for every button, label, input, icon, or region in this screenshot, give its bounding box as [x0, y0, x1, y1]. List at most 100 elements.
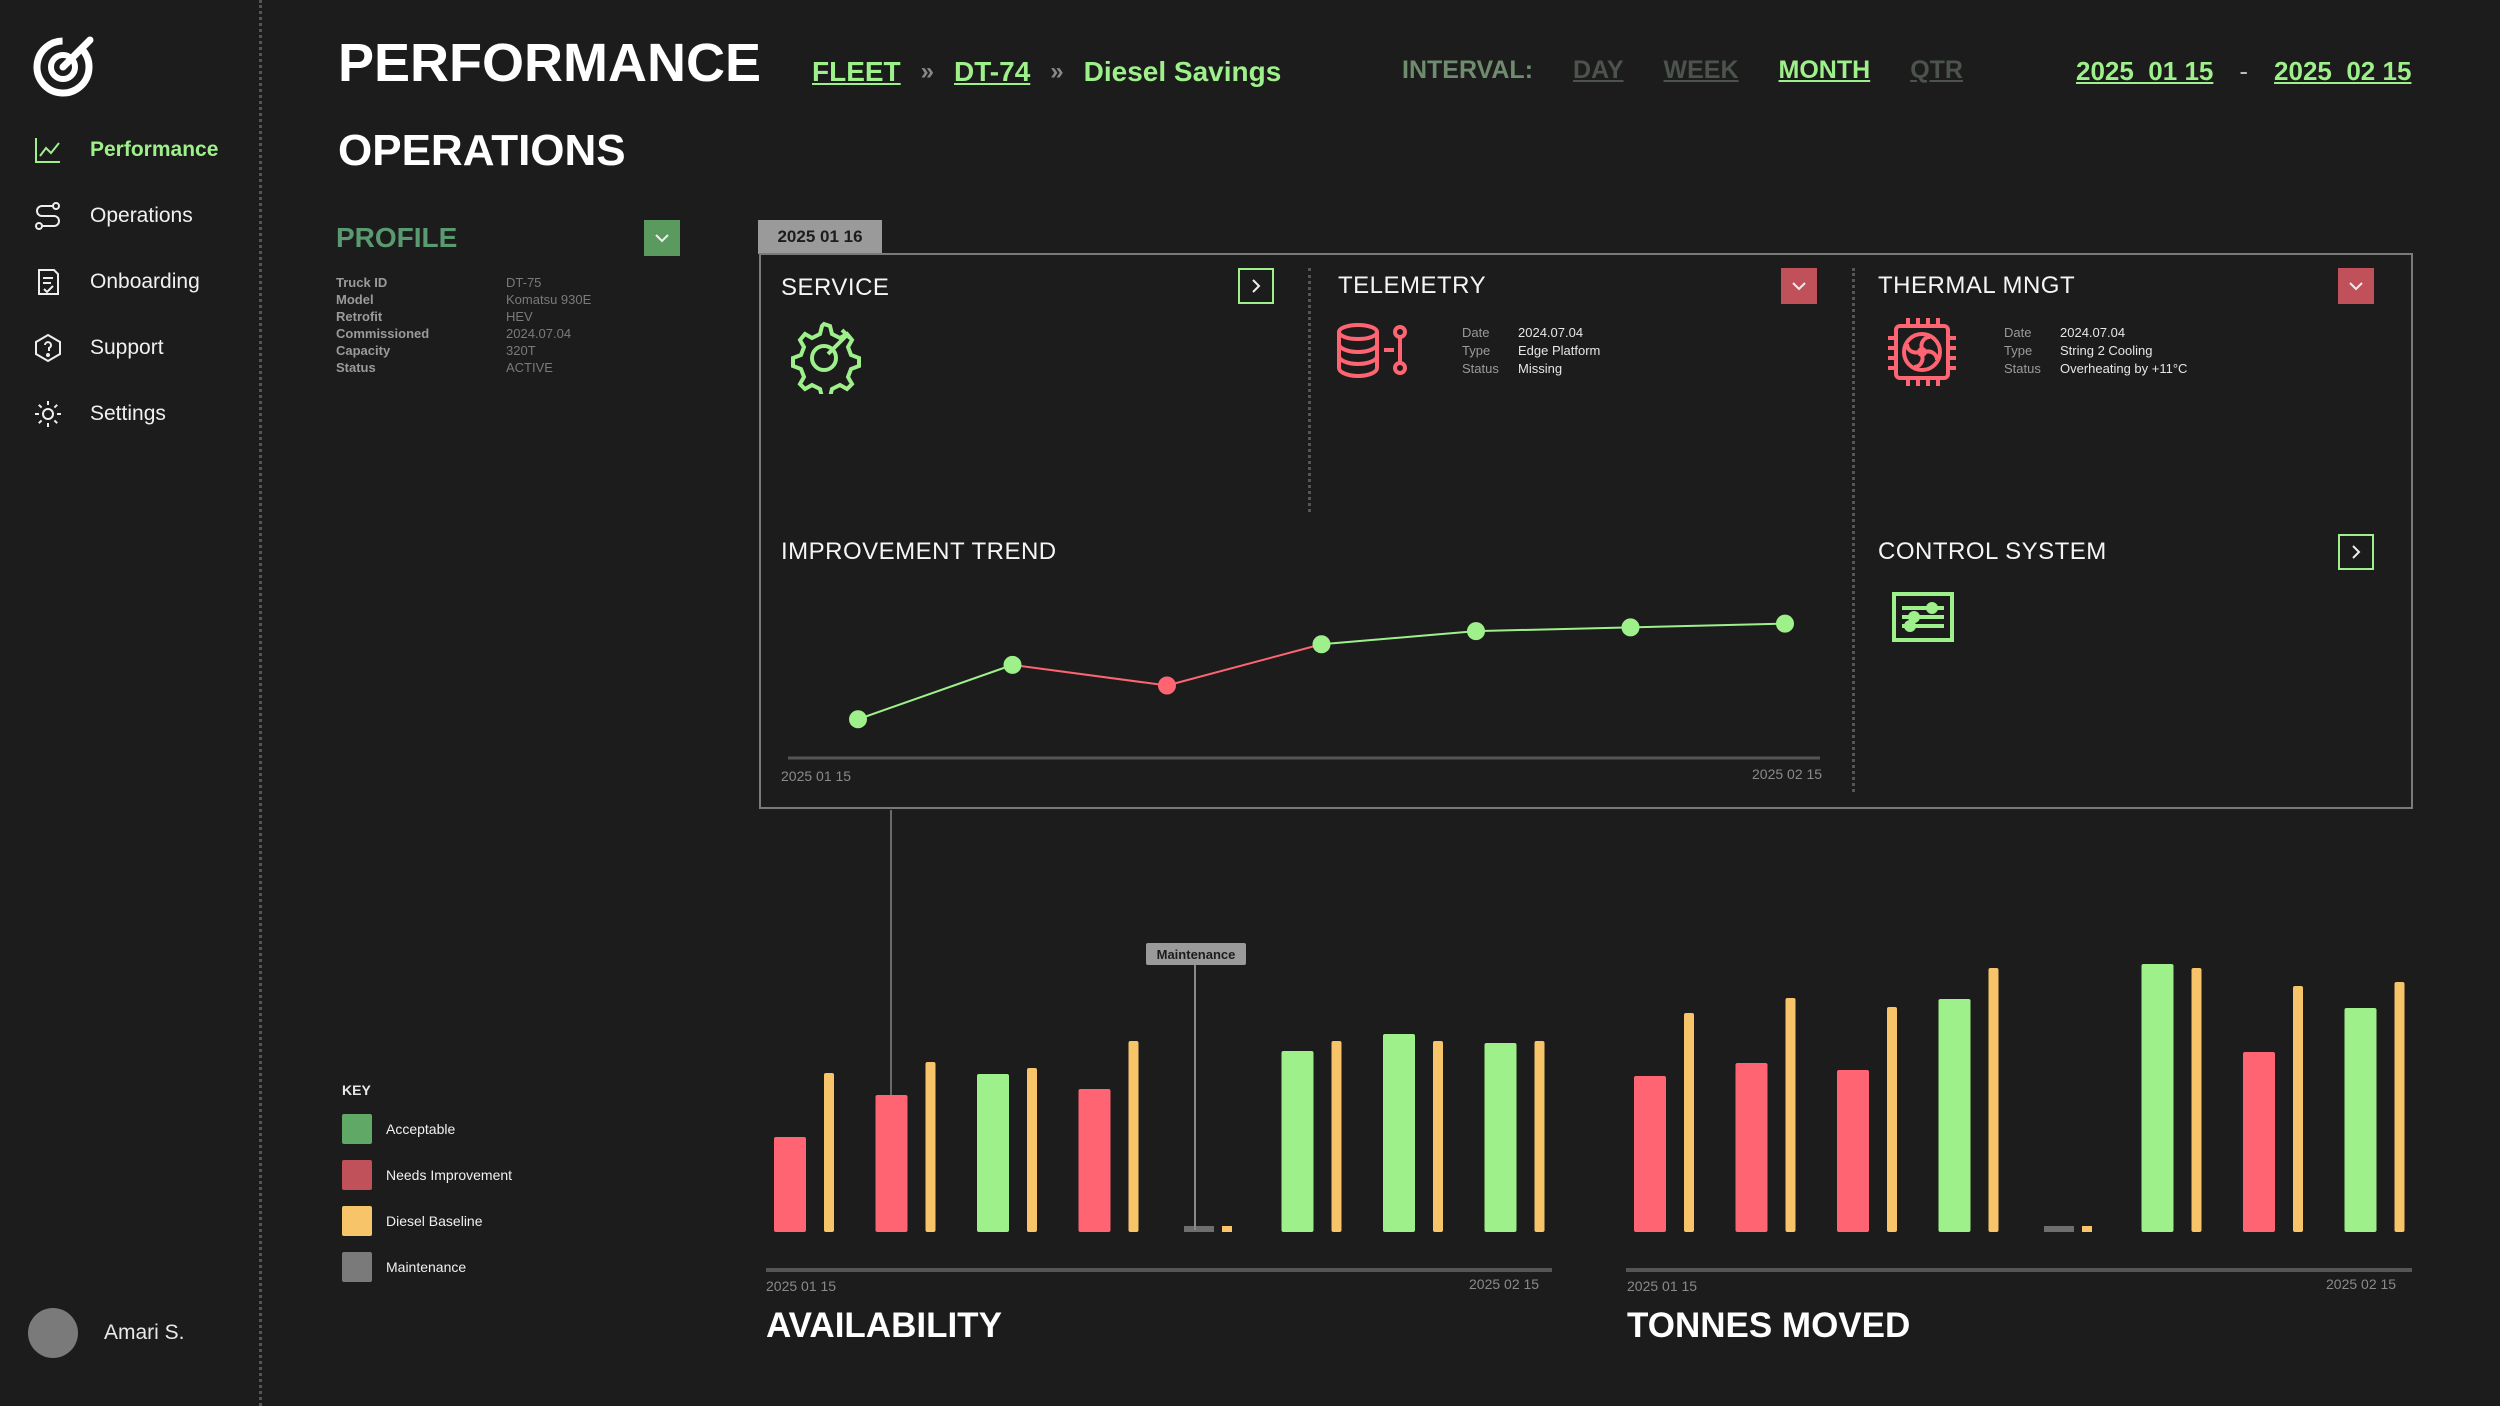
sidebar-item-label: Onboarding	[90, 270, 200, 293]
meta-key: Type	[1462, 343, 1491, 358]
trend-point	[1158, 676, 1176, 695]
meta-value: Edge Platform	[1518, 343, 1601, 358]
bar-truck	[2141, 964, 2174, 1232]
profile-row: Retrofit HEV	[336, 308, 591, 325]
sidebar-item-support[interactable]: Support	[32, 328, 164, 368]
legend-item: Diesel Baseline	[342, 1198, 512, 1244]
chevron-right-icon	[2352, 545, 2361, 559]
interval-label: INTERVAL:	[1402, 56, 1534, 84]
trend-point	[1312, 635, 1331, 654]
breadcrumb: FLEET » DT-74 » Diesel Savings	[812, 56, 1281, 88]
bar-truck	[2243, 1052, 2275, 1232]
database-icon	[1337, 323, 1407, 379]
legend-item: Needs Improvement	[342, 1152, 512, 1198]
bar-diesel-baseline	[2082, 1226, 2092, 1232]
telemetry-title: TELEMETRY	[1338, 272, 1487, 299]
profile-value: Komatsu 930E	[506, 292, 592, 307]
telemetry-toggle-button[interactable]	[1781, 268, 1817, 304]
maintenance-tooltip: Maintenance	[1146, 943, 1246, 965]
sidebar-item-operations[interactable]: Operations	[32, 196, 193, 236]
help-icon	[35, 333, 61, 363]
profile-row: Truck ID DT-75	[336, 274, 591, 291]
bar-diesel-baseline	[1684, 1013, 1694, 1232]
legend-swatch	[342, 1114, 372, 1144]
interval-selector: INTERVAL: DAY WEEK MONTH QTR	[1402, 56, 1963, 85]
thermal-title: THERMAL MNGT	[1878, 272, 2076, 299]
profile-table: Truck ID DT-75 Model Komatsu 930E Retrofit…	[336, 274, 591, 376]
breadcrumb-truck[interactable]: DT-74	[954, 56, 1031, 87]
chevron-down-icon	[1792, 282, 1806, 291]
bar-truck	[1383, 1034, 1415, 1232]
profile-value: DT-75	[506, 275, 542, 290]
user-menu[interactable]: Amari S.	[28, 1308, 185, 1358]
meta-value: 2024.07.04	[2060, 325, 2126, 340]
interval-day[interactable]: DAY	[1573, 56, 1624, 84]
bar-diesel-baseline	[2293, 986, 2303, 1232]
bar-diesel-baseline	[1433, 1041, 1443, 1232]
availability-title: AVAILABILITY	[766, 1306, 1002, 1345]
bar-diesel-baseline	[1785, 998, 1796, 1232]
meta-value: String 2 Cooling	[2060, 343, 2153, 358]
trend-segment	[857, 663, 1013, 721]
cooling-chip-icon	[1888, 318, 1956, 386]
sidebar-item-onboarding[interactable]: Onboarding	[32, 262, 200, 302]
bar-truck	[1281, 1051, 1314, 1232]
bar-truck	[1837, 1070, 1869, 1232]
profile-key: Truck ID	[336, 275, 388, 290]
breadcrumb-separator: »	[1050, 58, 1064, 85]
meta-key: Type	[2004, 343, 2033, 358]
meta-row: Type String 2 Cooling	[2004, 342, 2187, 360]
bar-maintenance	[1184, 1226, 1214, 1232]
bar-diesel-baseline	[824, 1073, 834, 1232]
breadcrumb-current: Diesel Savings	[1083, 56, 1282, 87]
legend-title: KEY	[342, 1082, 371, 1098]
trend-point	[1003, 655, 1022, 674]
bar-truck	[1634, 1076, 1666, 1232]
bar-truck	[977, 1074, 1009, 1232]
meta-row: Date 2024.07.04	[2004, 324, 2187, 342]
thermal-toggle-button[interactable]	[2338, 268, 2374, 304]
telemetry-meta: Date 2024.07.04 Type Edge Platform Status M…	[1462, 324, 1600, 378]
legend-swatch	[342, 1160, 372, 1190]
bar-truck	[875, 1095, 908, 1232]
profile-value: HEV	[506, 309, 533, 324]
profile-value: 2024.07.04	[506, 326, 572, 341]
control-open-button[interactable]	[2338, 534, 2374, 570]
bar-maintenance	[2044, 1226, 2074, 1232]
date-from[interactable]: 2025_01 15	[2076, 56, 2214, 86]
maintenance-marker	[1194, 962, 1196, 1230]
date-to[interactable]: 2025_02 15	[2274, 56, 2412, 86]
control-title: CONTROL SYSTEM	[1878, 538, 2107, 565]
bar-truck	[1078, 1089, 1111, 1232]
overview-panel	[759, 253, 2413, 809]
breadcrumb-fleet[interactable]: FLEET	[812, 56, 901, 87]
meta-key: Date	[1462, 325, 1490, 340]
interval-week[interactable]: WEEK	[1663, 56, 1739, 84]
sliders-icon	[1892, 592, 1954, 642]
trend-point	[1621, 618, 1640, 637]
profile-toggle-button[interactable]	[644, 220, 680, 256]
sidebar-item-performance[interactable]: Performance	[32, 130, 218, 170]
availability-chart	[766, 1034, 1552, 1272]
profile-key: Model	[336, 292, 374, 307]
profile-key: Retrofit	[336, 309, 383, 324]
chevron-down-icon	[2349, 282, 2363, 291]
sidebar-item-label: Support	[90, 336, 164, 359]
route-icon	[35, 202, 60, 230]
service-open-button[interactable]	[1238, 268, 1274, 304]
profile-value: ACTIVE	[506, 360, 553, 375]
trend-x-end: 2025 02 15	[1752, 766, 1823, 782]
date-range: 2025_01 15 - 2025_02 15	[2076, 56, 2411, 87]
app-logo-icon[interactable]	[30, 30, 100, 100]
bar-truck	[1735, 1063, 1768, 1232]
bar-truck	[774, 1137, 806, 1232]
legend-swatch	[342, 1206, 372, 1236]
breadcrumb-separator: »	[920, 58, 935, 85]
profile-title: PROFILE	[336, 222, 458, 253]
bar-diesel-baseline	[1887, 1007, 1897, 1232]
chevron-down-icon	[655, 234, 669, 243]
bar-truck	[1938, 999, 1971, 1232]
sidebar-item-settings[interactable]: Settings	[32, 394, 166, 434]
interval-month[interactable]: MONTH	[1778, 56, 1871, 84]
interval-qtr[interactable]: QTR	[1910, 56, 1963, 84]
